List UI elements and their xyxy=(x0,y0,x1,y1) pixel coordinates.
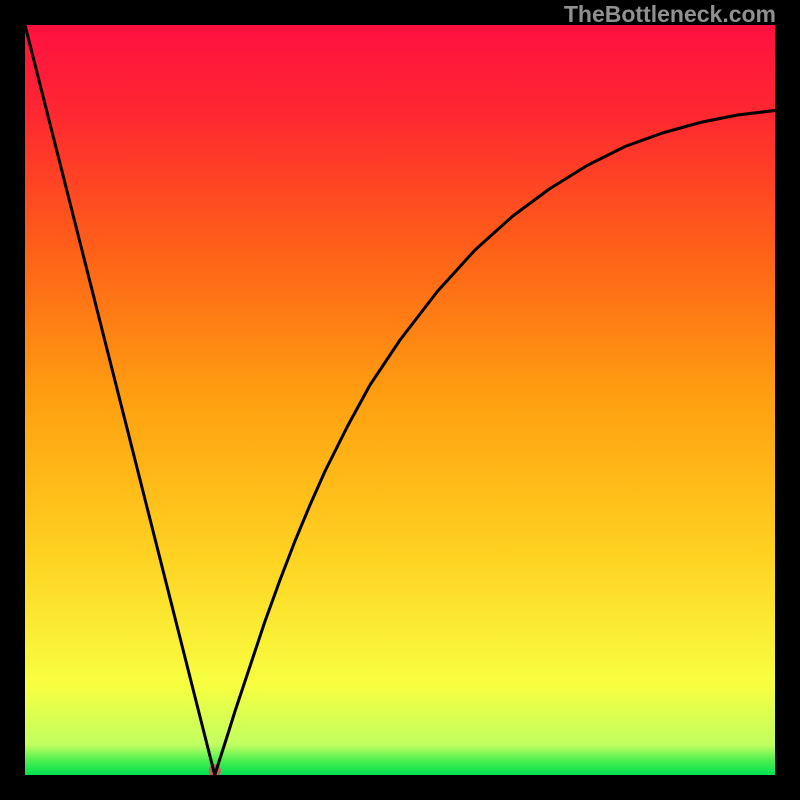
chart-stage: TheBottleneck.com xyxy=(0,0,800,800)
gradient-background xyxy=(25,25,775,775)
watermark-label: TheBottleneck.com xyxy=(564,1,776,28)
plot-area xyxy=(25,25,775,775)
